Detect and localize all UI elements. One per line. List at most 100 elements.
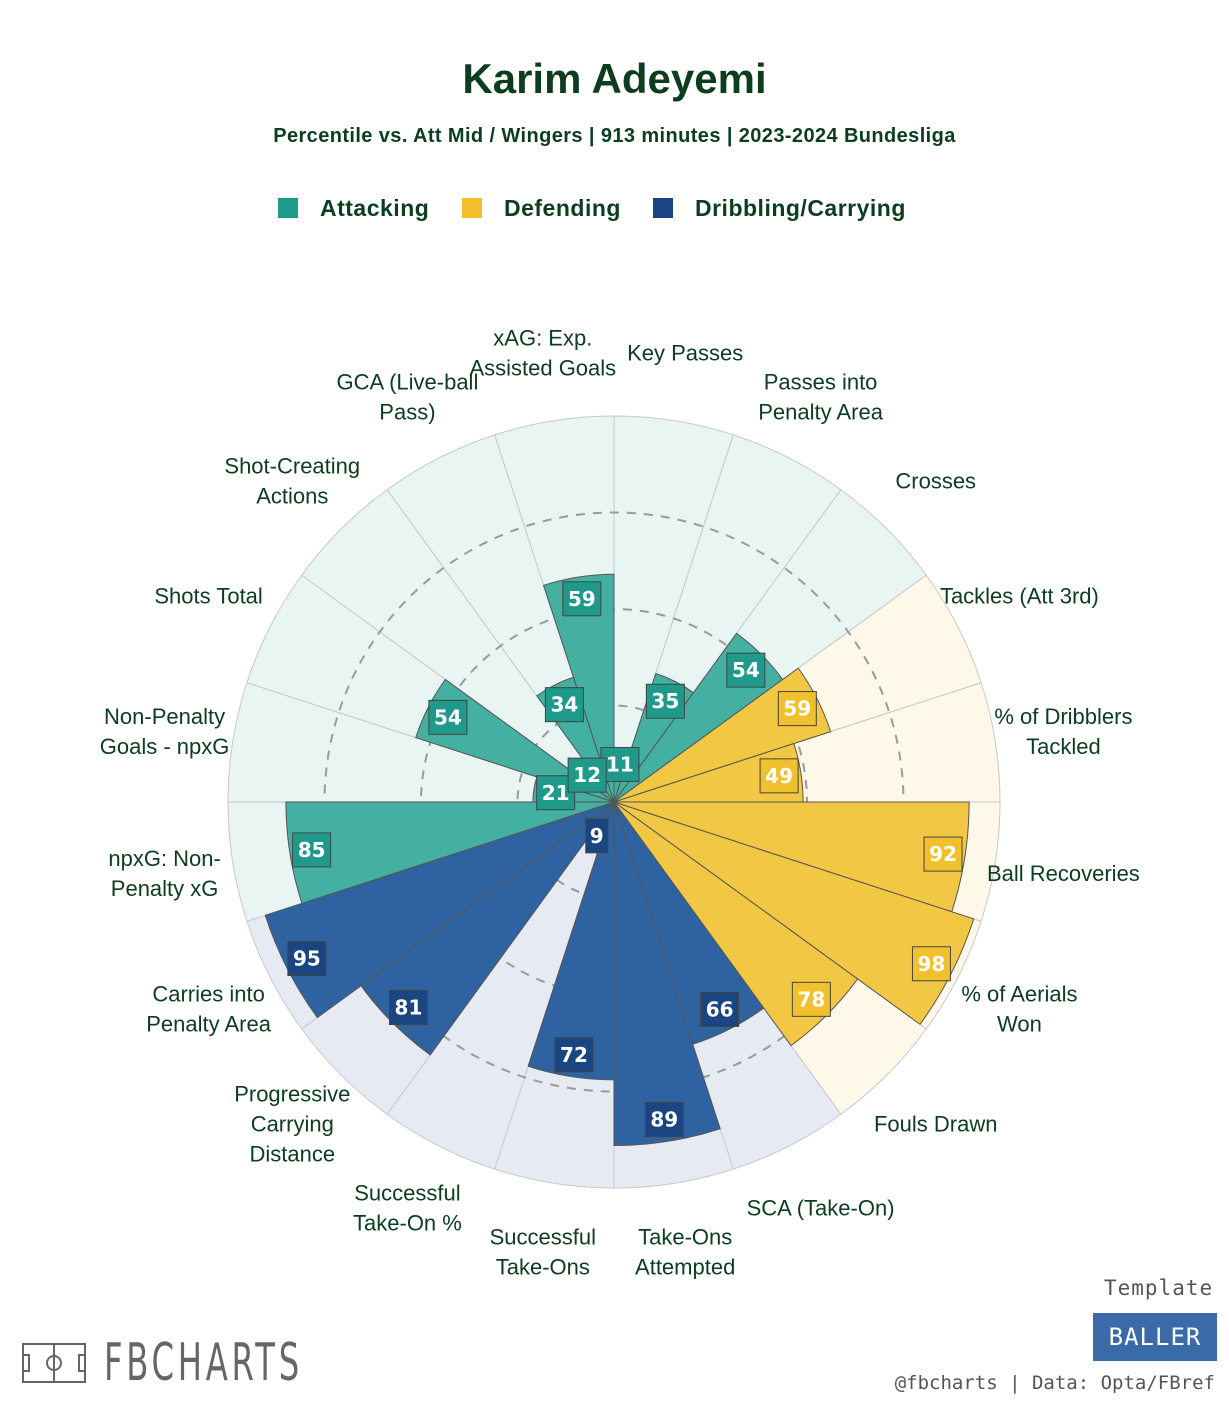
axis-label-line: Distance: [249, 1142, 335, 1167]
value-label: 54: [428, 699, 468, 735]
axis-label-line: Pass): [379, 400, 435, 425]
axis-label-line: Penalty xG: [111, 876, 219, 901]
bar-tackles-att-3rd-: [613, 667, 832, 803]
value-label-text: 78: [797, 987, 825, 1011]
legend-item-dribbling: Dribbling/Carrying: [653, 194, 906, 222]
axis-label: Ball Recoveries: [987, 861, 1140, 886]
axis-label-line: Take-On %: [353, 1210, 462, 1235]
value-label-box: [292, 832, 332, 868]
legend-label-attacking: Attacking: [320, 194, 430, 221]
value-label: 34: [544, 687, 584, 723]
axis-label-line: Take-Ons: [638, 1224, 732, 1249]
legend-swatch-dribbling: [653, 198, 673, 218]
axis-label-line: Key Passes: [627, 341, 743, 366]
axis-label: Non-Penalty Goals - npxG: [100, 704, 230, 759]
axis-label: Shot-Creating Actions: [224, 453, 360, 508]
axis-label-line: % of Dribblers: [994, 704, 1132, 729]
legend-item-attacking: Attacking: [278, 194, 429, 222]
axis-label: Key Passes: [627, 341, 743, 366]
axis-label-line: Shot-Creating: [224, 453, 360, 478]
value-label: 49: [759, 758, 799, 794]
axis-label-line: Attempted: [635, 1254, 735, 1279]
value-label: 11: [600, 746, 640, 782]
value-label-text: 95: [293, 946, 321, 970]
axis-label-line: Non-Penalty: [104, 704, 225, 729]
value-label-text: 66: [706, 997, 734, 1021]
value-label-box: [923, 836, 963, 872]
axis-label-line: Carrying: [251, 1112, 334, 1137]
value-label-text: 59: [783, 697, 811, 721]
axis-label-line: Penalty Area: [146, 1012, 272, 1037]
legend-label-dribbling: Dribbling/Carrying: [695, 194, 906, 221]
value-label-text: 54: [434, 705, 462, 729]
axis-label: xAG: Exp. Assisted Goals: [469, 326, 616, 381]
bar-take-ons-attempted: [613, 801, 721, 1147]
chart-title: Karim Adeyemi: [462, 55, 767, 102]
value-label-box: [911, 946, 951, 982]
axis-label: % of Dribblers Tackled: [994, 704, 1132, 759]
legend-label-defending: Defending: [504, 194, 621, 221]
value-label: 35: [645, 683, 685, 719]
data-credit: @fbcharts | Data: Opta/FBref: [894, 1372, 1215, 1394]
value-label-text: 72: [560, 1043, 588, 1067]
value-label-text: 49: [765, 764, 793, 788]
template-label: Template: [1104, 1276, 1214, 1300]
axis-label-line: SCA (Take-On): [747, 1195, 895, 1220]
value-label: 72: [554, 1037, 594, 1073]
value-label-text: 81: [395, 996, 423, 1020]
axis-label: Passes into Penalty Area: [758, 370, 884, 425]
value-label: 12: [567, 757, 607, 793]
value-label-text: 89: [650, 1108, 678, 1132]
value-label-box: [554, 1037, 594, 1073]
value-label-text: 11: [606, 752, 634, 776]
axis-label: SCA (Take-On): [747, 1195, 895, 1220]
template-badge: BALLER: [1093, 1313, 1217, 1361]
value-label-box: [726, 652, 766, 688]
axis-label-line: GCA (Live-ball: [337, 370, 479, 395]
axis-label-line: % of Aerials: [961, 982, 1077, 1007]
bar-carries-into-penalty-area: [264, 801, 615, 1019]
brand-logo: FBCHARTS: [22, 1333, 425, 1393]
axis-label: Successful Take-On %: [353, 1180, 462, 1235]
axis-label-line: Successful: [354, 1180, 460, 1205]
axis-label-line: Take-Ons: [496, 1254, 590, 1279]
value-label-box: [759, 758, 799, 794]
value-label-text: 21: [542, 781, 570, 805]
value-label: 89: [644, 1102, 684, 1138]
value-label-text: 92: [929, 842, 957, 866]
value-label-box: [585, 818, 609, 854]
value-label-box: [645, 683, 685, 719]
value-label: 78: [791, 981, 831, 1017]
value-label: 81: [388, 990, 428, 1026]
value-label-text: 59: [568, 587, 596, 611]
chart-subtitle: Percentile vs. Att Mid / Wingers | 913 m…: [273, 125, 956, 147]
axis-label: Progressive Carrying Distance: [234, 1082, 350, 1167]
axis-label-line: Assisted Goals: [469, 356, 616, 381]
value-label: 85: [292, 832, 332, 868]
axis-label-line: Successful: [490, 1224, 596, 1249]
axis-label: Shots Total: [154, 583, 262, 608]
axis-label-line: Goals - npxG: [100, 734, 230, 759]
value-label-box: [700, 991, 740, 1027]
axis-label-line: Crosses: [895, 468, 976, 493]
axis-label-line: xAG: Exp.: [493, 326, 592, 351]
value-label: 9: [585, 818, 609, 854]
bar-successful-take-ons: [527, 801, 615, 1081]
axis-label-line: Fouls Drawn: [874, 1112, 997, 1137]
legend-item-defending: Defending: [462, 194, 621, 222]
value-labels: 11 35 54 59 49 92 98 78 66 89 72 9 81 95 85 21 54 12 34 59: [287, 581, 963, 1138]
axis-label-line: Carries into: [152, 982, 264, 1007]
value-label-box: [388, 990, 428, 1026]
value-label-box: [287, 940, 327, 976]
axis-label-line: Won: [997, 1012, 1042, 1037]
value-label: 95: [287, 940, 327, 976]
value-label-text: 34: [550, 693, 578, 717]
pitch-icon: [22, 1343, 86, 1383]
value-label-text: 35: [651, 689, 679, 713]
axis-label-line: Ball Recoveries: [987, 861, 1140, 886]
bar-npxg-non-penalty-xg: [285, 801, 615, 905]
axis-label: Carries into Penalty Area: [146, 982, 272, 1037]
value-label-box: [644, 1102, 684, 1138]
value-label: 98: [911, 946, 951, 982]
